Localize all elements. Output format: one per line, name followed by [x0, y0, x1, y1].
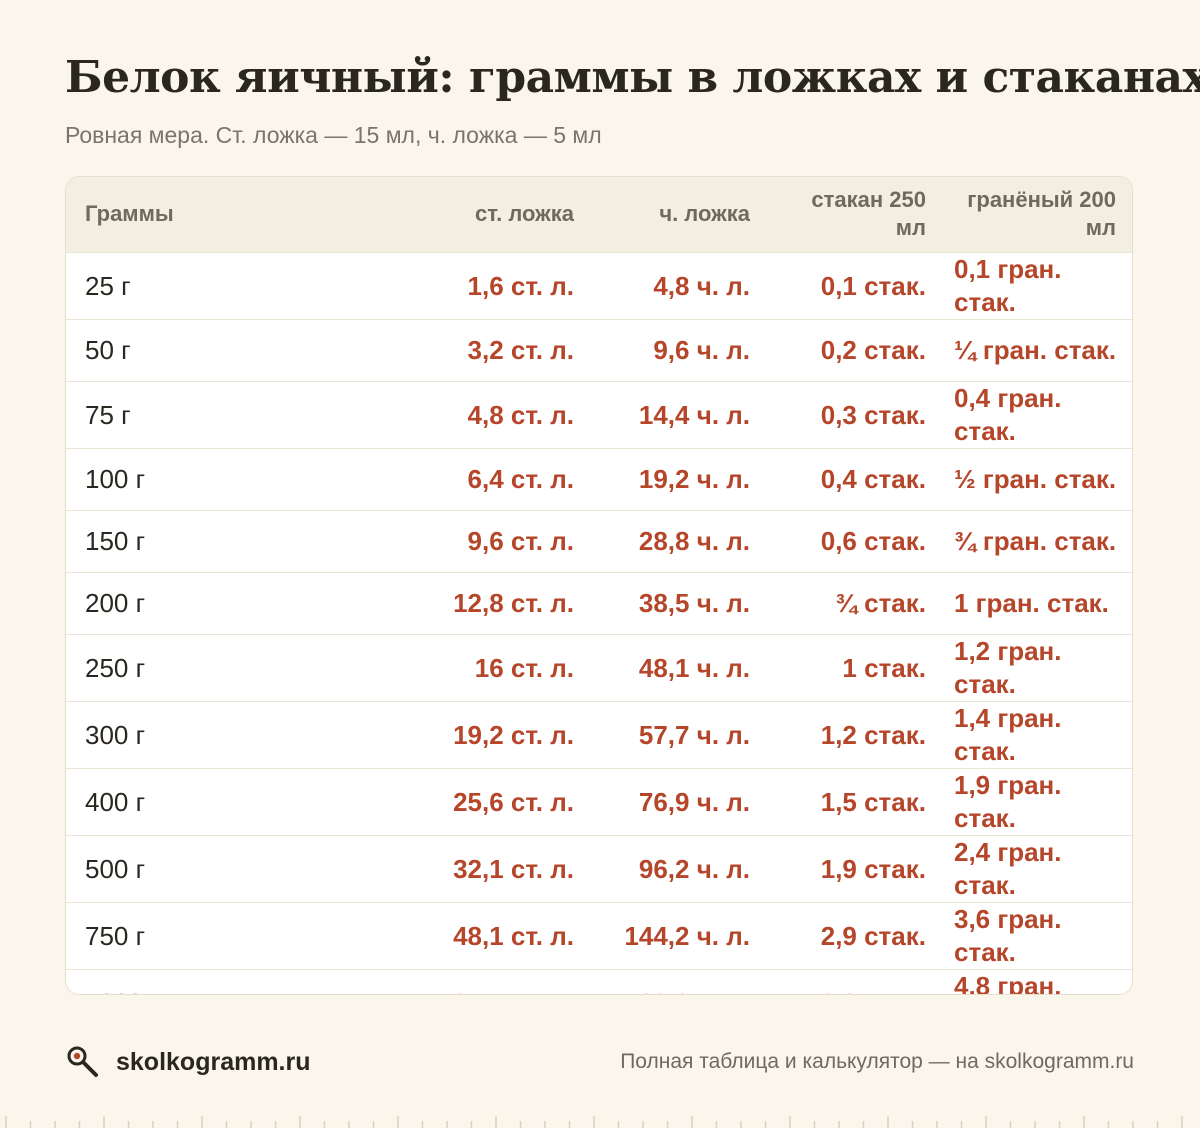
brand-name: skolkogramm.ru [116, 1047, 311, 1076]
cell-teaspoon: 96,2 ч. л. [638, 853, 750, 884]
conversion-table: Граммы ст. ложка ч. ложка стакан 250 мл … [66, 177, 1132, 995]
cell-teaspoon: 76,9 ч. л. [638, 786, 750, 817]
cell-grams: 150 г [85, 526, 146, 556]
cell-faceted-glass: ½ гран. стак. [954, 463, 1117, 494]
cell-grams: 500 г [85, 853, 146, 884]
cell-grams: 400 г [85, 786, 146, 817]
table-row: 25 г 1,6 ст. л. 4,8 ч. л. 0,1 стак. 0,1 гран… [66, 252, 1132, 319]
cell-teaspoon: 28,8 ч. л. [638, 526, 750, 556]
cell-grams: 75 г [85, 399, 131, 430]
table-row: 1000 г64,1 ст. л.192,3 ч. л.3,8 стак. 4,8… [66, 969, 1132, 995]
cell-grams: 250 г [85, 652, 146, 683]
cell-teaspoon: 48,1 ч. л. [638, 652, 750, 683]
cell-cup-250: 1,5 стак. [820, 786, 926, 817]
cell-cup-250: 2,9 стак. [820, 920, 926, 951]
cell-tablespoon: 25,6 ст. л. [453, 786, 574, 817]
header-teaspoon: ч. ложка [659, 201, 750, 227]
table-row: 200 г 12,8 ст. л. 38,5 ч. л. ¾ стак. 1 гран.… [66, 572, 1132, 634]
header-cup-250: стакан 250 мл [811, 187, 926, 241]
magnifier-icon [67, 1046, 98, 1077]
table-row: 400 г 25,6 ст. л. 76,9 ч. л. 1,5 стак. 1,9 г… [66, 768, 1132, 835]
conversion-table-card: Граммы ст. ложка ч. ложка стакан 250 мл … [65, 176, 1133, 995]
page-subtitle: Ровная мера. Ст. ложка — 15 мл, ч. ложка… [65, 122, 602, 148]
cell-cup-250: 1,9 стак. [820, 853, 926, 884]
cell-cup-250: 0,1 стак. [820, 270, 926, 301]
cell-faceted-glass: 0,1 гран. стак. [954, 253, 1062, 317]
cell-cup-250: 0,3 стак. [820, 399, 926, 430]
table-row: 300 г 19,2 ст. л. 57,7 ч. л. 1,2 стак. 1,4 г… [66, 701, 1132, 768]
cell-tablespoon: 1,6 ст. л. [467, 270, 574, 301]
page-title: Белок яичный: граммы в ложках и стаканах [65, 52, 1200, 103]
cell-tablespoon: 16 ст. л. [474, 652, 574, 683]
cell-tablespoon: 48,1 ст. л. [453, 920, 574, 951]
footer-note: Полная таблица и калькулятор — на skolko… [620, 1050, 1134, 1073]
cell-tablespoon: 12,8 ст. л. [453, 588, 574, 618]
cell-grams: 1000 г [66, 969, 416, 995]
ruler-decoration [5, 1116, 1183, 1128]
cell-cup-250: 0,6 стак. [820, 526, 926, 556]
table-row: 100 г 6,4 ст. л. 19,2 ч. л. 0,4 стак. ½ гран… [66, 448, 1132, 510]
cell-faceted-glass: 3,6 гран. стак. [954, 903, 1062, 967]
header-tablespoon: ст. ложка [475, 201, 574, 227]
table-row: 150 г 9,6 ст. л. 28,8 ч. л. 0,6 стак. ¾ гран… [66, 510, 1132, 572]
cell-faceted-glass: 1 гран. стак. [954, 587, 1109, 618]
cell-cup-250: 3,8 стак. [768, 969, 944, 995]
cell-cup-250: 0,4 стак. [820, 464, 926, 494]
cell-grams: 100 г [85, 464, 146, 494]
table-row: 75 г 4,8 ст. л. 14,4 ч. л. 0,3 стак. 0,4 гра… [66, 381, 1132, 448]
cell-teaspoon: 9,6 ч. л. [653, 335, 750, 365]
cell-teaspoon: 14,4 ч. л. [638, 399, 750, 430]
cell-faceted-glass: 1,4 гран. стак. [954, 702, 1062, 766]
cell-grams: 25 г [85, 270, 131, 301]
cell-teaspoon: 144,2 ч. л. [624, 920, 750, 951]
cell-teaspoon: 19,2 ч. л. [638, 464, 750, 494]
cell-tablespoon: 3,2 ст. л. [467, 335, 574, 365]
footer-brand[interactable]: skolkogramm.ru [65, 1044, 311, 1080]
cell-faceted-glass: 0,4 гран. стак. [954, 382, 1062, 446]
cell-grams: 300 г [85, 719, 146, 750]
header-grams: Граммы [85, 201, 174, 227]
table-header-row: Граммы ст. ложка ч. ложка стакан 250 мл … [66, 177, 1132, 252]
table-row: 250 г 16 ст. л. 48,1 ч. л. 1 стак. 1,2 гран.… [66, 634, 1132, 701]
cell-cup-250: 0,2 стак. [820, 335, 926, 365]
cell-faceted-glass: ¾ гран. стак. [954, 525, 1117, 556]
header-faceted-glass-200: гранёный 200 мл [967, 187, 1116, 241]
cell-grams: 200 г [85, 588, 146, 618]
cell-tablespoon: 19,2 ст. л. [453, 719, 574, 750]
cell-grams: 50 г [85, 335, 131, 365]
cell-teaspoon: 57,7 ч. л. [638, 719, 750, 750]
cell-teaspoon: 38,5 ч. л. [638, 588, 750, 618]
table-row: 50 г 3,2 ст. л. 9,6 ч. л. 0,2 стак. ¼ гран. … [66, 319, 1132, 381]
cell-cup-250: ¾ стак. [835, 588, 926, 618]
cell-faceted-glass: 1,2 гран. стак. [954, 635, 1062, 699]
cell-tablespoon: 6,4 ст. л. [467, 464, 574, 494]
cell-tablespoon: 32,1 ст. л. [453, 853, 574, 884]
cell-tablespoon: 4,8 ст. л. [467, 399, 574, 430]
table-row: 500 г 32,1 ст. л. 96,2 ч. л. 1,9 стак. 2,4 г… [66, 835, 1132, 902]
cell-faceted-glass: 2,4 гран. стак. [954, 836, 1062, 900]
cell-tablespoon: 64,1 ст. л. [416, 969, 592, 995]
cell-faceted-glass: 1,9 гран. стак. [954, 769, 1062, 833]
cell-faceted-glass: 4,8 гран. стак. [954, 970, 1062, 995]
cell-teaspoon: 4,8 ч. л. [653, 270, 750, 301]
cell-cup-250: 1,2 стак. [820, 719, 926, 750]
cell-faceted-glass: ¼ гран. стак. [954, 334, 1117, 365]
cell-teaspoon: 192,3 ч. л. [592, 969, 768, 995]
table-body: 25 г 1,6 ст. л. 4,8 ч. л. 0,1 стак. 0,1 гран… [66, 252, 1132, 995]
cell-tablespoon: 9,6 ст. л. [467, 526, 574, 556]
cell-grams: 750 г [85, 920, 146, 951]
cell-cup-250: 1 стак. [842, 652, 926, 683]
table-row: 750 г 48,1 ст. л. 144,2 ч. л. 2,9 стак. 3,6 … [66, 902, 1132, 969]
